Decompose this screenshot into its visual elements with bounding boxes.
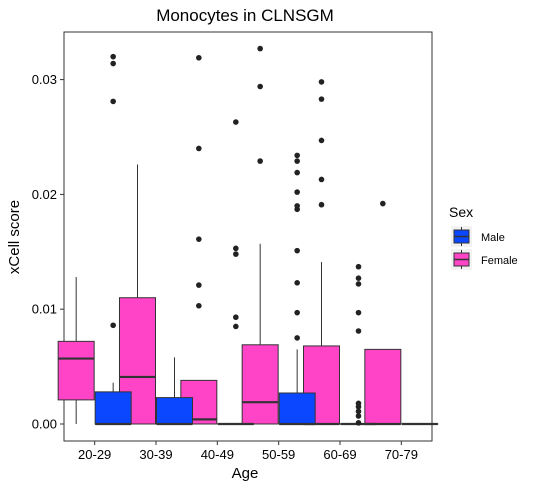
male-30-39-box xyxy=(156,397,193,425)
female-50-59-box xyxy=(241,344,279,425)
male-50-59-outlier-3 xyxy=(294,247,300,254)
male-40-49-outlier-3 xyxy=(233,245,239,252)
male-50-59-outlier-7 xyxy=(294,169,300,176)
y-axis-title: xCell score xyxy=(6,200,23,274)
female-40-49-outlier-0 xyxy=(196,302,202,309)
x-tick-label-2: 40-49 xyxy=(201,447,234,462)
female-40-49-outlier-1 xyxy=(196,282,202,288)
male-50-59-outlier-9 xyxy=(294,152,300,159)
female-70-79-outlier-0 xyxy=(380,200,386,207)
female-40-49-outlier-3 xyxy=(196,145,202,152)
male-50-59-outlier-8 xyxy=(294,158,300,164)
male-20-29-outlier-1 xyxy=(110,98,116,105)
female-60-69-outlier-0 xyxy=(318,201,325,208)
legend-label-female: Female xyxy=(481,255,518,267)
legend: Sex Male Female xyxy=(449,204,518,270)
x-axis-title: Age xyxy=(232,465,259,482)
male-50-59-outlier-5 xyxy=(294,203,300,209)
male-20-29-outlier-2 xyxy=(110,60,116,67)
male-60-69-outlier-2 xyxy=(355,408,362,415)
legend-key-male xyxy=(451,226,472,247)
male-20-29-outlier-3 xyxy=(110,53,116,60)
male-40-49-outlier-4 xyxy=(233,119,239,125)
y-tick-label-2: 0.02 xyxy=(32,187,57,202)
male-60-69-outlier-4 xyxy=(355,400,362,407)
x-tick-label-0: 20-29 xyxy=(78,447,111,462)
male-60-69-outlier-7 xyxy=(355,281,362,287)
x-tick-label-1: 30-39 xyxy=(139,447,172,462)
female-50-59-outlier-0 xyxy=(257,158,263,164)
male-50-59-outlier-6 xyxy=(294,189,300,195)
male-60-69-outlier-5 xyxy=(355,328,362,334)
y-axis: 0.00 0.01 0.02 0.03 xyxy=(32,72,64,432)
male-60-69-outlier-6 xyxy=(355,309,362,316)
y-tick-label-3: 0.03 xyxy=(32,72,57,87)
female-40-49-outlier-2 xyxy=(196,236,202,242)
male-20-29-outlier-0 xyxy=(110,322,116,329)
male-60-69-outlier-0 xyxy=(355,420,362,426)
chart-marks xyxy=(57,45,439,426)
y-tick-label-0: 0.00 xyxy=(32,417,57,432)
male-50-59-outlier-2 xyxy=(294,279,300,286)
female-20-29-box xyxy=(57,340,95,401)
female-60-69-outlier-1 xyxy=(318,176,325,183)
male-60-69-outlier-8 xyxy=(355,275,362,282)
female-50-59-outlier-1 xyxy=(257,83,263,90)
male-40-49-outlier-2 xyxy=(233,251,239,257)
x-axis: 20-29 30-39 40-49 50-59 60-69 70-79 xyxy=(78,441,418,462)
male-60-69-outlier-9 xyxy=(355,263,362,270)
male-60-69-outlier-1 xyxy=(355,413,362,419)
male-50-59-outlier-1 xyxy=(294,309,300,316)
female-40-49-outlier-4 xyxy=(196,54,202,61)
male-50-59-box xyxy=(278,392,316,425)
female-70-79-box xyxy=(364,348,402,425)
male-50-59-outlier-0 xyxy=(294,335,300,341)
female-50-59-outlier-2 xyxy=(257,45,263,52)
female-60-69-outlier-3 xyxy=(318,96,325,102)
legend-key-female xyxy=(451,249,472,270)
x-tick-label-4: 60-69 xyxy=(323,447,356,462)
legend-label-male: Male xyxy=(481,232,505,244)
male-40-49-outlier-0 xyxy=(233,323,239,330)
x-tick-label-5: 70-79 xyxy=(385,447,418,462)
x-tick-label-3: 50-59 xyxy=(262,447,295,462)
female-60-69-outlier-2 xyxy=(318,137,325,144)
series-male xyxy=(94,53,439,426)
legend-title: Sex xyxy=(449,204,473,220)
chart-title: Monocytes in CLNSGM xyxy=(156,6,334,25)
male-40-49-outlier-1 xyxy=(233,314,239,321)
female-60-69-outlier-4 xyxy=(318,79,325,85)
y-tick-label-1: 0.01 xyxy=(32,302,57,317)
male-20-29-box xyxy=(94,391,132,425)
